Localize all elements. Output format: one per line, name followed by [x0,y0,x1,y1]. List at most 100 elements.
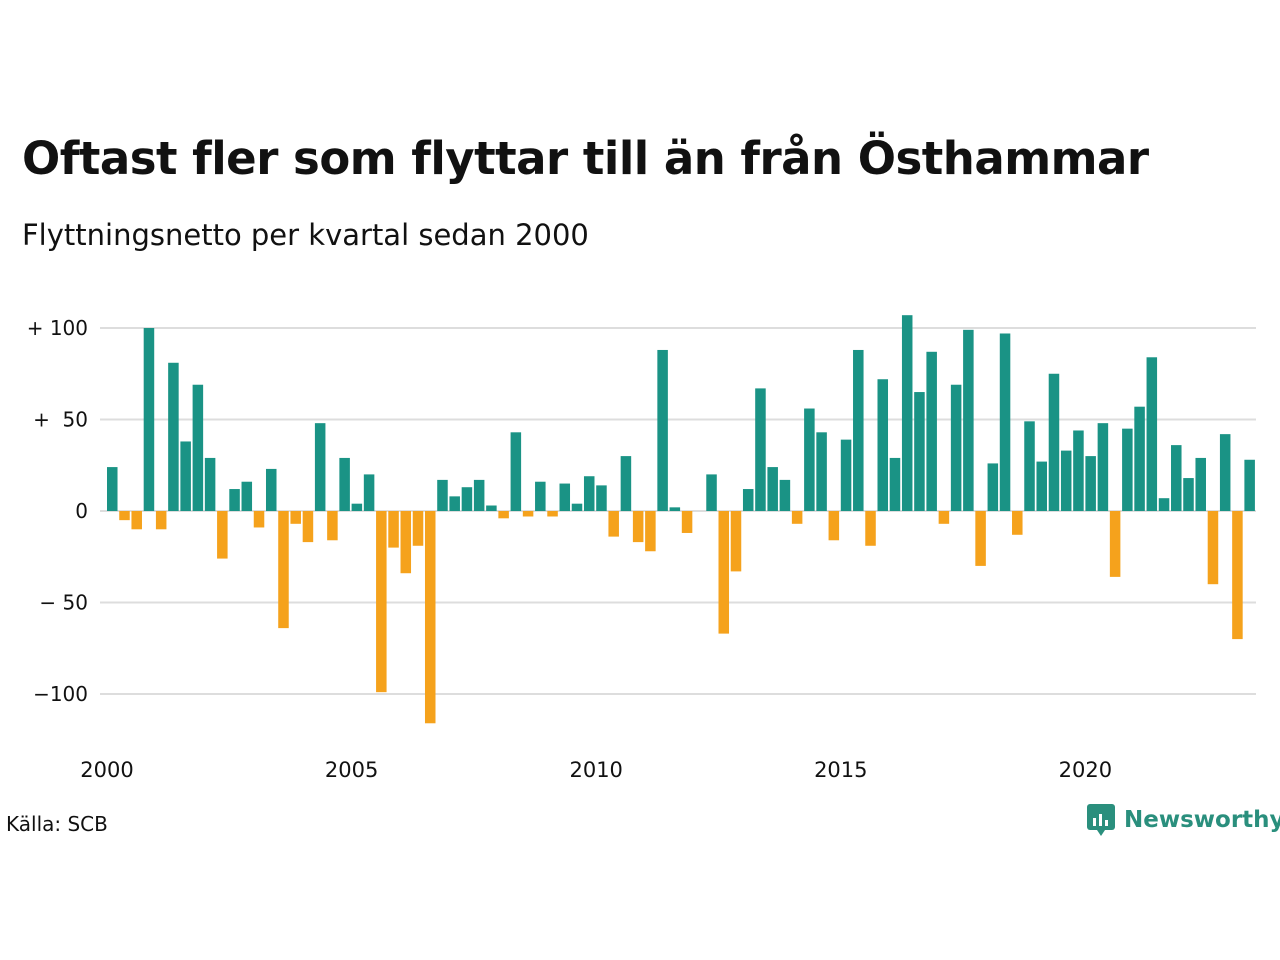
bar-positive [1073,430,1084,511]
bar-positive [339,457,350,511]
bar-positive [1183,478,1194,511]
bar-positive [571,503,583,511]
bar-positive [143,328,155,511]
bar-positive [1134,406,1145,511]
bar-positive [1048,373,1060,511]
bar-positive [1171,445,1182,511]
bar-negative [645,511,656,552]
bar-negative [119,511,130,521]
bar-positive [706,474,717,511]
bar-positive [107,467,118,511]
bar-positive [1024,421,1035,511]
bar-positive [742,489,754,511]
bar-negative [327,511,338,541]
x-tick-label: 2000 [80,758,133,782]
newsworthy-icon [1087,804,1115,836]
y-tick-label: + 50 [33,408,88,432]
y-tick-label: + 100 [27,316,88,340]
bar-positive [437,479,448,511]
bar-negative [1232,511,1243,640]
bar-positive [1097,423,1109,511]
bar-positive [180,441,191,511]
bar-negative [290,511,301,524]
bar-negative [718,511,730,634]
bar-positive [999,333,1011,511]
x-axis-labels: 2000 2005 2010 2015 2020 [80,758,1112,782]
bar-positive [987,463,999,511]
bar-positive [1219,434,1231,511]
bar-positive [473,479,485,511]
brand-name: Newsworthy [1124,807,1280,833]
bar-positive [510,432,522,511]
x-tick-label: 2020 [1059,758,1112,782]
bar-positive [1158,498,1170,511]
bar-positive [877,379,889,511]
bar-chart: + 100 + 50 0 − 50 −100 2000 2005 2010 2015 2020 [27,315,1256,782]
bar-positive [816,432,827,511]
bar-positive [804,408,815,511]
chart-subtitle: Flyttningsnetto per kvartal sedan 2000 [22,218,589,252]
bar-positive [1244,459,1255,511]
bar-positive [486,505,497,511]
bar-positive [1122,428,1133,511]
bar-negative [608,511,619,537]
bar-positive [351,503,363,511]
bar-positive [265,468,277,511]
bar-positive [583,476,595,511]
bar-positive [767,467,778,511]
bar-negative [217,511,228,559]
bar-negative [865,511,876,546]
bar-negative [730,511,742,572]
bar-positive [461,487,473,511]
bar-negative [975,511,986,566]
bar-positive [314,423,326,511]
bar-negative [278,511,289,629]
bar-negative [412,511,424,546]
bar-positive [889,457,901,511]
bar-positive [168,362,179,511]
bar-negative [424,511,436,724]
bar-negative [131,511,142,530]
bar-positive [901,315,913,511]
bar-negative [1109,511,1121,577]
bar-positive [755,388,766,511]
bar-positive [1060,450,1072,511]
bar-positive [449,496,460,511]
brand-logo: Newsworthy [1086,803,1280,837]
bar-positive [950,384,962,511]
bar-positive [535,481,546,511]
bars [107,315,1255,724]
bar-positive [926,351,937,511]
bar-negative [1207,511,1219,585]
bar-negative [938,511,950,524]
bar-positive [914,392,925,511]
bar-positive [596,485,607,511]
bar-negative [302,511,314,543]
bar-positive [204,457,216,511]
bar-negative [632,511,644,543]
bar-negative [1012,511,1023,535]
bar-negative [522,511,534,517]
bar-negative [547,511,558,517]
y-tick-label: −100 [33,682,88,706]
bar-positive [620,456,632,511]
y-axis-labels: + 100 + 50 0 − 50 −100 [27,316,88,706]
bar-positive [840,439,852,511]
bar-positive [963,329,974,511]
bar-positive [229,489,240,511]
y-tick-label: 0 [75,499,88,523]
bar-positive [657,349,668,511]
bar-negative [253,511,265,528]
x-tick-label: 2015 [814,758,867,782]
chart-title: Oftast fler som flyttar till än från Öst… [22,132,1149,185]
bar-negative [828,511,840,541]
y-tick-label: − 50 [39,591,88,615]
bar-positive [1195,457,1206,511]
bar-positive [1036,461,1047,511]
bar-negative [498,511,509,519]
bar-positive [363,474,375,511]
bar-negative [791,511,803,524]
bar-negative [400,511,412,574]
bar-negative [376,511,387,693]
bar-positive [779,479,791,511]
